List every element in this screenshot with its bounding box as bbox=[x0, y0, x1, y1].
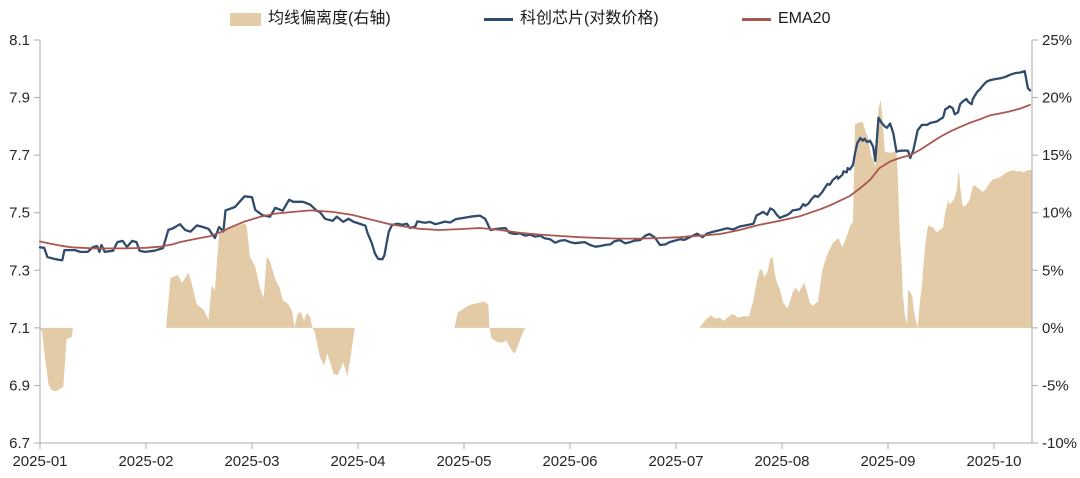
line-swatch-icon bbox=[742, 17, 771, 21]
x-tick-label: 2025-08 bbox=[754, 453, 809, 470]
x-tick-label: 2025-09 bbox=[860, 453, 915, 470]
legend-label-deviation: 均线偏离度(右轴) bbox=[268, 10, 391, 27]
line-swatch-icon bbox=[484, 17, 513, 21]
x-tick-label: 2025-03 bbox=[224, 453, 279, 470]
right-tick-label: 10% bbox=[1042, 205, 1072, 222]
legend-item-ema20: EMA20 bbox=[742, 9, 830, 29]
right-tick-label: 15% bbox=[1042, 147, 1072, 164]
left-tick-label: 6.9 bbox=[9, 377, 30, 394]
ema20-line bbox=[39, 103, 1031, 250]
x-tick-label: 2025-10 bbox=[966, 453, 1021, 470]
legend-label-ema20: EMA20 bbox=[778, 10, 831, 27]
x-tick-label: 2025-04 bbox=[330, 453, 385, 470]
left-tick-label: 7.7 bbox=[9, 147, 30, 164]
chart-legend: 均线偏离度(右轴) 科创芯片(对数价格) EMA20 bbox=[0, 0, 1080, 34]
deviation-area bbox=[40, 99, 1033, 392]
left-tick-label: 7.9 bbox=[9, 90, 30, 107]
price-line bbox=[38, 69, 1032, 262]
x-tick-label: 2025-07 bbox=[648, 453, 703, 470]
right-tick-label: -10% bbox=[1042, 435, 1077, 452]
left-tick-label: 8.1 bbox=[9, 32, 30, 49]
right-tick-label: 20% bbox=[1042, 90, 1072, 107]
right-tick-label: 0% bbox=[1042, 320, 1064, 337]
legend-item-price: 科创芯片(对数价格) bbox=[484, 9, 659, 29]
area-swatch-icon bbox=[230, 12, 261, 26]
x-tick-label: 2025-05 bbox=[436, 453, 491, 470]
left-tick-label: 6.7 bbox=[9, 435, 30, 452]
left-tick-label: 7.5 bbox=[9, 205, 30, 222]
right-tick-label: 5% bbox=[1042, 262, 1064, 279]
left-tick-label: 7.1 bbox=[9, 320, 30, 337]
x-tick-label: 2025-06 bbox=[542, 453, 597, 470]
legend-label-price: 科创芯片(对数价格) bbox=[520, 10, 659, 27]
x-tick-label: 2025-01 bbox=[12, 453, 67, 470]
legend-item-deviation: 均线偏离度(右轴) bbox=[230, 9, 391, 29]
left-tick-label: 7.3 bbox=[9, 262, 30, 279]
right-tick-label: -5% bbox=[1042, 377, 1069, 394]
x-tick-label: 2025-02 bbox=[118, 453, 173, 470]
right-tick-label: 25% bbox=[1042, 32, 1072, 49]
